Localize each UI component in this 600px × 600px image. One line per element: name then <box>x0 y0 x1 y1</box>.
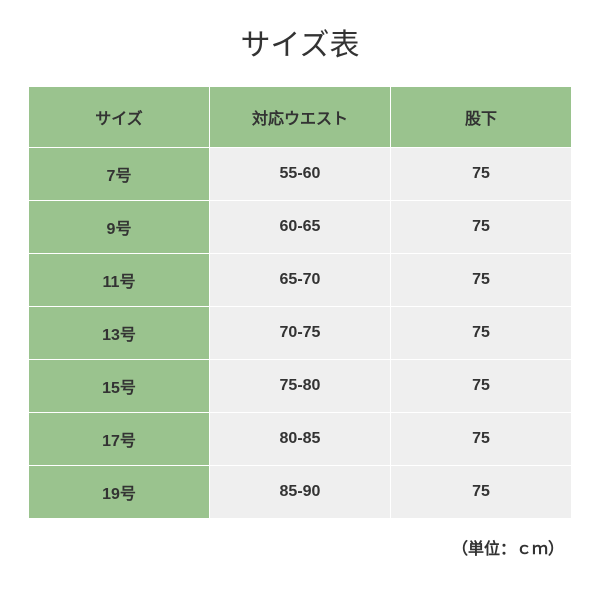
cell-size: 15号 <box>29 360 210 413</box>
col-header-waist: 対応ウエスト <box>210 87 391 148</box>
col-header-inseam: 股下 <box>391 87 572 148</box>
cell-inseam: 75 <box>391 413 572 466</box>
cell-size: 17号 <box>29 413 210 466</box>
cell-inseam: 75 <box>391 201 572 254</box>
cell-waist: 85-90 <box>210 466 391 519</box>
size-chart-container: サイズ表 サイズ 対応ウエスト 股下 7号 55-60 75 9号 60-65 … <box>0 0 600 559</box>
cell-inseam: 75 <box>391 254 572 307</box>
cell-waist: 75-80 <box>210 360 391 413</box>
cell-size: 11号 <box>29 254 210 307</box>
table-row: 13号 70-75 75 <box>29 307 572 360</box>
cell-size: 9号 <box>29 201 210 254</box>
page-title: サイズ表 <box>28 20 572 64</box>
table-header-row: サイズ 対応ウエスト 股下 <box>29 87 572 148</box>
unit-label: （単位：ｃｍ） <box>28 535 572 559</box>
cell-size: 7号 <box>29 148 210 201</box>
cell-waist: 55-60 <box>210 148 391 201</box>
cell-waist: 70-75 <box>210 307 391 360</box>
table-row: 15号 75-80 75 <box>29 360 572 413</box>
cell-inseam: 75 <box>391 307 572 360</box>
table-row: 17号 80-85 75 <box>29 413 572 466</box>
cell-waist: 60-65 <box>210 201 391 254</box>
table-row: 9号 60-65 75 <box>29 201 572 254</box>
table-row: 19号 85-90 75 <box>29 466 572 519</box>
table-row: 7号 55-60 75 <box>29 148 572 201</box>
cell-waist: 65-70 <box>210 254 391 307</box>
col-header-size: サイズ <box>29 87 210 148</box>
cell-inseam: 75 <box>391 360 572 413</box>
cell-size: 13号 <box>29 307 210 360</box>
cell-size: 19号 <box>29 466 210 519</box>
size-table: サイズ 対応ウエスト 股下 7号 55-60 75 9号 60-65 75 11… <box>28 86 572 519</box>
cell-waist: 80-85 <box>210 413 391 466</box>
cell-inseam: 75 <box>391 148 572 201</box>
table-row: 11号 65-70 75 <box>29 254 572 307</box>
cell-inseam: 75 <box>391 466 572 519</box>
